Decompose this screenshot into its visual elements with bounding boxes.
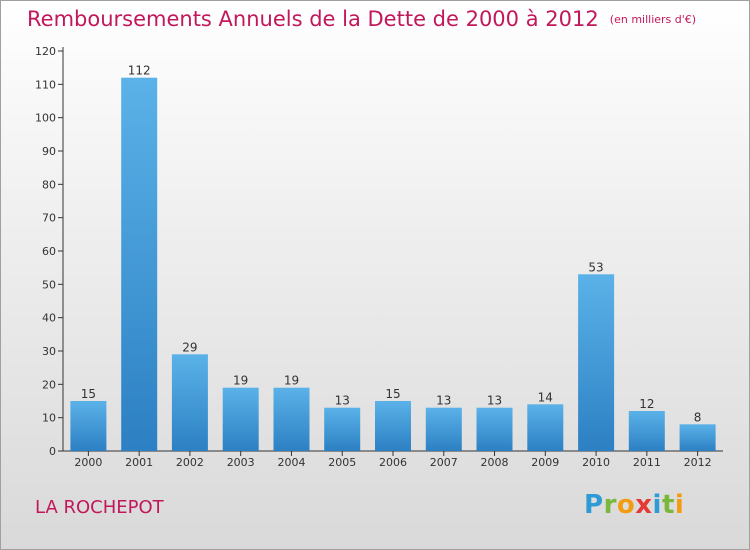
bar xyxy=(628,411,665,451)
y-tick-label: 110 xyxy=(35,78,56,91)
bar xyxy=(222,387,259,451)
bar xyxy=(578,274,615,451)
y-tick-label: 30 xyxy=(42,345,56,358)
chart-title-main: Remboursements Annuels de la Dette de 20… xyxy=(27,7,599,31)
bar-value-label: 13 xyxy=(335,394,350,408)
y-tick-label: 50 xyxy=(42,278,56,291)
bar-value-label: 15 xyxy=(81,387,96,401)
bar-value-label: 53 xyxy=(588,260,603,274)
y-tick-label: 80 xyxy=(42,178,56,191)
x-tick-label: 2002 xyxy=(176,456,204,469)
x-tick-label: 2003 xyxy=(227,456,255,469)
proxiti-logo: Proxiti xyxy=(584,490,684,520)
bar-value-label: 13 xyxy=(436,394,451,408)
x-tick-label: 2007 xyxy=(430,456,458,469)
chart-title: Remboursements Annuels de la Dette de 20… xyxy=(27,7,696,31)
y-tick-label: 70 xyxy=(42,212,56,225)
bar xyxy=(121,77,158,451)
bar xyxy=(375,401,411,451)
x-tick-label: 2005 xyxy=(328,456,356,469)
x-tick-label: 2001 xyxy=(125,456,153,469)
chart-subtitle: (en milliers d'€) xyxy=(609,13,697,26)
logo-letter: t xyxy=(661,490,675,520)
bar xyxy=(70,401,107,451)
bar xyxy=(476,407,513,451)
logo-letter: i xyxy=(674,490,685,520)
bar-value-label: 29 xyxy=(182,340,197,354)
bar xyxy=(679,424,716,451)
y-tick-label: 40 xyxy=(42,312,56,325)
bar-value-label: 12 xyxy=(639,397,654,411)
commune-name: LA ROCHEPOT xyxy=(35,497,164,518)
logo-letter: P xyxy=(584,490,604,520)
logo-letter: i xyxy=(652,490,662,520)
y-tick-label: 120 xyxy=(35,45,56,58)
x-tick-label: 2011 xyxy=(633,456,661,469)
x-tick-label: 2012 xyxy=(684,456,712,469)
logo-letter: o xyxy=(616,490,636,520)
logo-letter: r xyxy=(603,490,617,520)
y-tick-label: 90 xyxy=(42,145,56,158)
bar xyxy=(273,387,310,451)
bar xyxy=(527,404,564,451)
bar-value-label: 14 xyxy=(538,390,553,404)
bar-value-label: 112 xyxy=(128,64,151,78)
x-tick-label: 2000 xyxy=(74,456,102,469)
bar xyxy=(171,354,208,451)
y-tick-label: 60 xyxy=(42,245,56,258)
x-tick-label: 2009 xyxy=(531,456,559,469)
x-tick-label: 2008 xyxy=(481,456,509,469)
y-tick-label: 100 xyxy=(35,112,56,125)
bar-value-label: 19 xyxy=(284,374,299,388)
bar xyxy=(324,407,361,451)
bar-value-label: 19 xyxy=(233,374,248,388)
bar xyxy=(425,407,462,451)
x-tick-label: 2004 xyxy=(277,456,305,469)
y-tick-label: 20 xyxy=(42,378,56,391)
logo-letter: x xyxy=(635,490,653,520)
bar-value-label: 15 xyxy=(385,387,400,401)
y-tick-label: 10 xyxy=(42,412,56,425)
bar-value-label: 8 xyxy=(694,410,702,424)
y-tick-label: 0 xyxy=(49,445,56,458)
bar-value-label: 13 xyxy=(487,394,502,408)
x-tick-label: 2006 xyxy=(379,456,407,469)
x-tick-label: 2010 xyxy=(582,456,610,469)
